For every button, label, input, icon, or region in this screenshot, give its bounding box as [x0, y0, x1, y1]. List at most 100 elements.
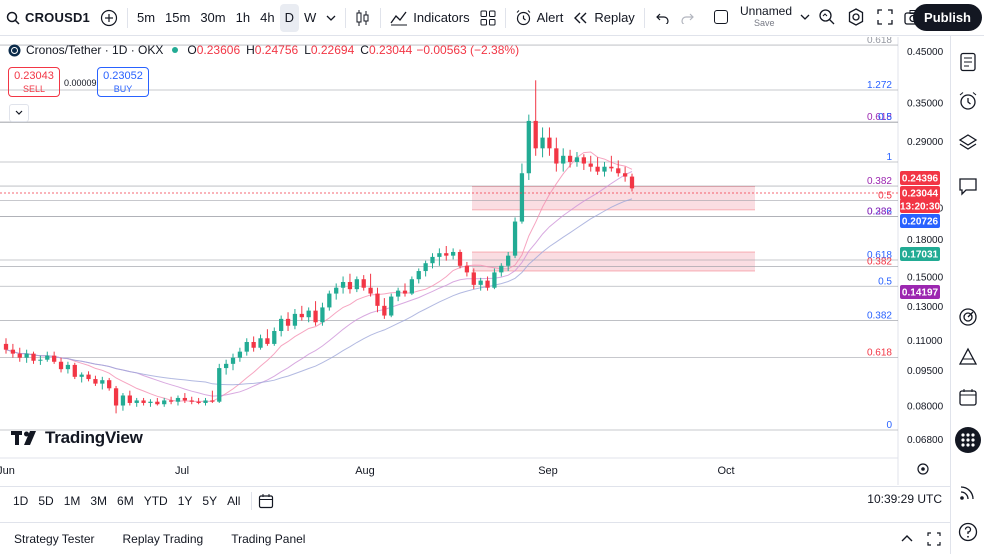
range-1m[interactable]: 1M — [63, 493, 81, 508]
replay-button[interactable]: Replay — [568, 4, 639, 32]
chevron-up-icon[interactable] — [900, 532, 914, 544]
alerts-icon[interactable] — [958, 91, 978, 111]
candle — [223, 359, 229, 375]
candle — [175, 395, 181, 406]
layout-checkbox[interactable] — [714, 10, 728, 24]
layout-name-button[interactable]: Unnamed Save — [714, 5, 810, 29]
publish-button[interactable]: Publish — [913, 4, 982, 31]
candle — [148, 399, 153, 407]
range-3m[interactable]: 3M — [90, 493, 108, 508]
candle-body — [430, 256, 435, 264]
pair-title[interactable]: Cronos/Tether · 1D · OKX — [26, 43, 164, 57]
interval-dropdown[interactable] — [321, 4, 341, 32]
sell-button[interactable]: 0.23043 SELL — [8, 67, 60, 97]
layers-icon[interactable] — [958, 133, 978, 153]
broadcast-icon[interactable] — [958, 482, 978, 502]
candle — [361, 275, 366, 291]
chat-icon[interactable] — [958, 176, 978, 196]
speedometer-icon[interactable] — [958, 307, 978, 327]
range-all[interactable]: All — [227, 493, 241, 508]
price-tick-label: 0.35000 — [907, 99, 944, 110]
range-6m[interactable]: 6M — [117, 493, 134, 508]
watchlist-icon[interactable] — [958, 52, 978, 72]
templates-button[interactable] — [475, 4, 501, 32]
utc-clock[interactable]: 10:39:29 UTC — [867, 492, 942, 506]
time-tick-label: Oct — [717, 465, 734, 477]
chart-type-button[interactable] — [350, 4, 376, 32]
interval-1h[interactable]: 1h — [235, 10, 251, 25]
fib-level-label: 0.618 — [867, 250, 892, 261]
quick-search-button[interactable] — [818, 8, 836, 29]
calendar-range-icon[interactable] — [258, 493, 274, 509]
candle-body — [31, 353, 36, 361]
candle-body — [24, 353, 29, 358]
chevron-down-icon — [800, 14, 810, 20]
candle-body — [107, 380, 112, 389]
candle — [334, 283, 339, 300]
candle — [375, 287, 380, 313]
price-tag-label: 13:20:30 — [900, 202, 940, 213]
interval-w[interactable]: W — [303, 10, 317, 25]
price-chart[interactable]: 0.6181.2720.6180.510.3820.50.2360.3820.6… — [0, 37, 950, 485]
alert-label: Alert — [536, 10, 564, 25]
undo-button[interactable] — [649, 4, 675, 32]
tab-replay-trading[interactable]: Replay Trading — [122, 531, 204, 546]
price-axis[interactable]: 0.450000.350000.290000.210000.180000.150… — [907, 47, 944, 446]
symbol-search[interactable]: CROUSD1 — [0, 4, 95, 32]
candle — [547, 127, 552, 156]
ideas-icon[interactable] — [958, 347, 978, 367]
indicators-button[interactable]: Indicators — [385, 4, 474, 32]
time-axis[interactable]: Jun Jul Aug Sep Oct — [0, 463, 929, 477]
interval-30m[interactable]: 30m — [200, 10, 226, 25]
calendar-icon[interactable] — [958, 387, 978, 407]
range-1d[interactable]: 1D — [13, 493, 29, 508]
buy-label: BUY — [113, 84, 133, 94]
settings-button[interactable] — [847, 8, 865, 29]
ohlc-close-label: C — [360, 43, 369, 57]
candle — [327, 290, 332, 311]
fib-level-label: 0.236 — [867, 206, 892, 217]
range-5d[interactable]: 5D — [38, 493, 54, 508]
redo-button[interactable] — [675, 4, 701, 32]
interval-4h[interactable]: 4h — [260, 10, 275, 25]
candle — [141, 397, 146, 406]
candle-body — [148, 401, 153, 403]
candle — [127, 390, 132, 406]
candle-body — [423, 263, 428, 272]
maximize-panel-icon[interactable] — [927, 532, 941, 546]
range-5y[interactable]: 5Y — [202, 493, 218, 508]
help-icon[interactable] — [958, 522, 978, 542]
products-grid-icon[interactable] — [955, 427, 981, 453]
price-tag-bg — [900, 285, 940, 299]
candle-body — [602, 166, 607, 172]
interval-5m[interactable]: 5m — [136, 10, 156, 25]
price-tag: 0.20726 — [900, 214, 940, 228]
candle — [272, 327, 277, 346]
compare-symbol-button[interactable] — [95, 4, 123, 32]
time-tick-label: Aug — [355, 465, 375, 477]
legend-collapse-button[interactable] — [9, 104, 29, 122]
tab-trading-panel[interactable]: Trading Panel — [231, 531, 306, 546]
candle — [237, 347, 243, 362]
candle — [340, 276, 346, 294]
candle — [478, 277, 483, 291]
candle — [561, 148, 566, 172]
range-ytd[interactable]: YTD — [143, 493, 168, 508]
buy-button[interactable]: 0.23052 BUY — [97, 67, 149, 97]
candle — [347, 273, 353, 294]
tab-strategy-tester[interactable]: Strategy Tester — [14, 531, 95, 546]
candle — [52, 351, 57, 364]
candle-body — [279, 318, 284, 332]
interval-d[interactable]: D — [279, 3, 299, 32]
alert-button[interactable]: Alert — [510, 4, 569, 32]
ohlc-high: 0.24756 — [254, 43, 299, 57]
ohlc-change: −0.00563 (−2.38%) — [416, 43, 520, 57]
candle-body — [375, 293, 380, 306]
candle-body — [409, 279, 415, 294]
indicators-icon — [390, 11, 408, 25]
fullscreen-button[interactable] — [876, 8, 894, 29]
range-1y[interactable]: 1Y — [177, 493, 193, 508]
candle — [519, 163, 525, 224]
candle-body — [265, 338, 270, 344]
interval-15m[interactable]: 15m — [165, 10, 191, 25]
